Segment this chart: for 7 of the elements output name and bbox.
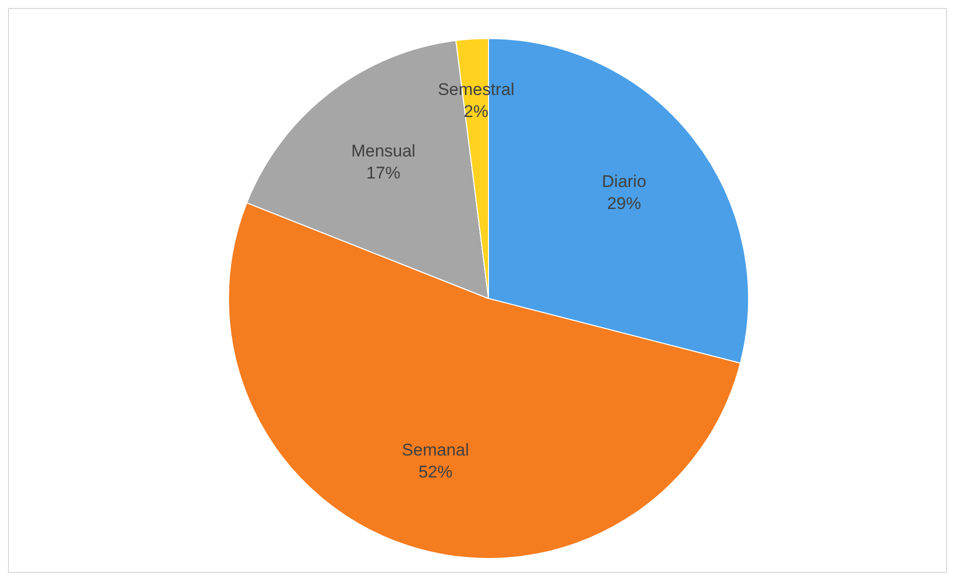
data-label: 52% [418,462,452,482]
slice-label: Semestral [438,80,514,99]
slice-label: Mensual [351,142,416,161]
slice-label: Diario [602,172,646,192]
slice-label: Semanal [402,440,470,460]
data-label: 17% [366,164,400,183]
data-label: 29% [607,194,642,214]
